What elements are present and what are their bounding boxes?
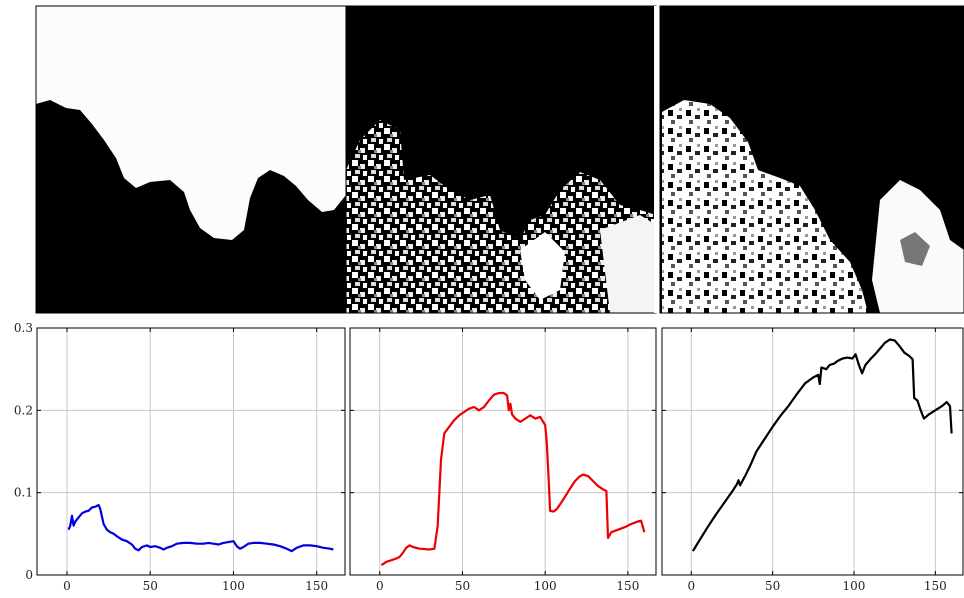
x-tick-label: 100 — [222, 579, 245, 593]
plot-panel-1: 0 50 100 150 0 0.1 0.2 0.3 — [14, 321, 346, 593]
x-tick-label: 0 — [687, 579, 695, 593]
plot-area — [662, 328, 963, 575]
y-tick-label: 0 — [25, 568, 33, 582]
plot-area — [37, 328, 345, 575]
plot-frame — [661, 327, 964, 576]
x-tick-label: 50 — [143, 579, 158, 593]
probability-map-3 — [659, 5, 964, 314]
plot-panel-2: 0 50 100 150 — [349, 327, 657, 593]
x-tick-label: 100 — [534, 579, 557, 593]
y-tick-label: 0.3 — [14, 321, 33, 335]
x-tick-label: 150 — [924, 579, 947, 593]
series-line-2 — [380, 391, 646, 567]
x-tick-label: 50 — [765, 579, 780, 593]
series-line-1 — [67, 503, 334, 553]
y-tick-label: 0.2 — [14, 403, 33, 417]
plot-frame — [349, 327, 657, 576]
x-tick-label: 0 — [63, 579, 71, 593]
plot-panel-3: 0 50 100 150 — [661, 327, 964, 593]
x-tick-label: 0 — [376, 579, 384, 593]
x-tick-label: 50 — [455, 579, 470, 593]
y-tick-label: 0.1 — [14, 486, 33, 500]
x-tick-label: 150 — [616, 579, 639, 593]
plot-area — [350, 328, 656, 575]
probability-map-1 — [35, 5, 347, 314]
x-tick-label: 150 — [305, 579, 328, 593]
plot-frame — [36, 327, 346, 576]
series-line-3 — [691, 338, 953, 552]
probability-map-2 — [345, 5, 657, 314]
x-tick-label: 100 — [843, 579, 866, 593]
